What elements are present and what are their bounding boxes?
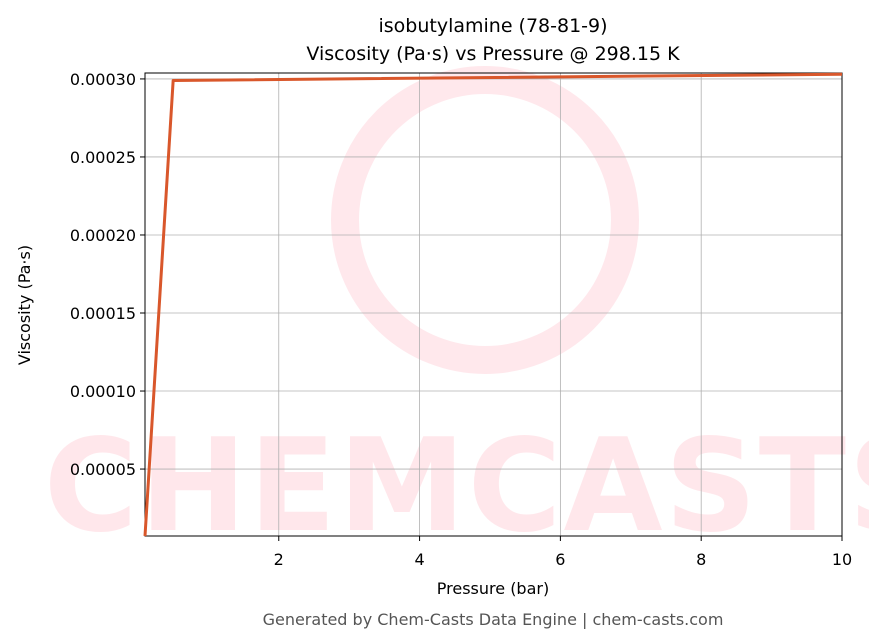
- x-tick-label: 4: [414, 550, 424, 569]
- y-tick-label: 0.00025: [70, 148, 136, 167]
- footer: Generated by Chem-Casts Data Engine | ch…: [263, 610, 724, 629]
- plot-frame: [144, 72, 843, 537]
- x-tick-label: 2: [274, 550, 284, 569]
- y-tick-label: 0.00015: [70, 304, 136, 323]
- x-tick-label: 10: [832, 550, 852, 569]
- y-tick-label: 0.00020: [70, 226, 136, 245]
- x-axis-label: Pressure (bar): [437, 579, 549, 598]
- chart-subtitle: Viscosity (Pa·s) vs Pressure @ 298.15 K: [306, 43, 680, 65]
- x-tick-label: 8: [696, 550, 706, 569]
- y-tick-label: 0.00010: [70, 382, 136, 401]
- y-tick-label: 0.00005: [70, 460, 136, 479]
- x-tick-label: 6: [555, 550, 565, 569]
- y-tick-label: 0.00030: [70, 70, 136, 89]
- y-axis-label: Viscosity (Pa·s): [15, 245, 34, 365]
- data-line: [143, 72, 843, 537]
- chart-title: isobutylamine (78-81-9): [378, 15, 607, 37]
- watermark-logo: [331, 66, 639, 374]
- watermark-text: CHEMCASTS: [44, 412, 869, 561]
